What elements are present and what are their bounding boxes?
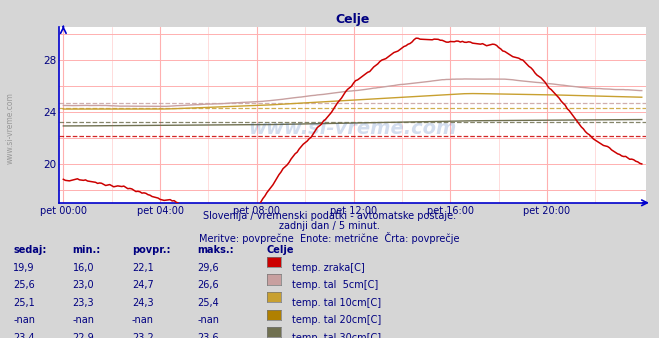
Text: -nan: -nan — [72, 315, 94, 325]
Text: Slovenija / vremenski podatki - avtomatske postaje.: Slovenija / vremenski podatki - avtomats… — [203, 211, 456, 221]
Text: temp. tal  5cm[C]: temp. tal 5cm[C] — [292, 280, 378, 290]
Text: zadnji dan / 5 minut.: zadnji dan / 5 minut. — [279, 221, 380, 232]
Text: 23,0: 23,0 — [72, 280, 94, 290]
Text: 26,6: 26,6 — [198, 280, 219, 290]
Text: 29,6: 29,6 — [198, 263, 219, 273]
Text: temp. tal 20cm[C]: temp. tal 20cm[C] — [292, 315, 381, 325]
Text: 22,1: 22,1 — [132, 263, 154, 273]
Text: 24,7: 24,7 — [132, 280, 154, 290]
Text: sedaj:: sedaj: — [13, 245, 47, 255]
Text: 23,6: 23,6 — [198, 333, 219, 338]
Title: Celje: Celje — [335, 13, 370, 26]
Text: temp. zraka[C]: temp. zraka[C] — [292, 263, 364, 273]
Text: 23,3: 23,3 — [72, 298, 94, 308]
Text: -nan: -nan — [198, 315, 219, 325]
Text: temp. tal 10cm[C]: temp. tal 10cm[C] — [292, 298, 381, 308]
Text: 23,4: 23,4 — [13, 333, 35, 338]
Text: www.si-vreme.com: www.si-vreme.com — [248, 119, 457, 139]
Text: Meritve: povprečne  Enote: metrične  Črta: povprečje: Meritve: povprečne Enote: metrične Črta:… — [199, 232, 460, 244]
Text: 23,2: 23,2 — [132, 333, 154, 338]
Text: 25,1: 25,1 — [13, 298, 35, 308]
Text: maks.:: maks.: — [198, 245, 235, 255]
Text: min.:: min.: — [72, 245, 101, 255]
Text: 25,6: 25,6 — [13, 280, 35, 290]
Text: 16,0: 16,0 — [72, 263, 94, 273]
Text: 22,9: 22,9 — [72, 333, 94, 338]
Text: -nan: -nan — [13, 315, 35, 325]
Text: Celje: Celje — [267, 245, 295, 255]
Text: povpr.:: povpr.: — [132, 245, 170, 255]
Text: 19,9: 19,9 — [13, 263, 35, 273]
Text: 25,4: 25,4 — [198, 298, 219, 308]
Text: temp. tal 30cm[C]: temp. tal 30cm[C] — [292, 333, 381, 338]
Text: www.si-vreme.com: www.si-vreme.com — [5, 93, 14, 164]
Text: -nan: -nan — [132, 315, 154, 325]
Text: 24,3: 24,3 — [132, 298, 154, 308]
